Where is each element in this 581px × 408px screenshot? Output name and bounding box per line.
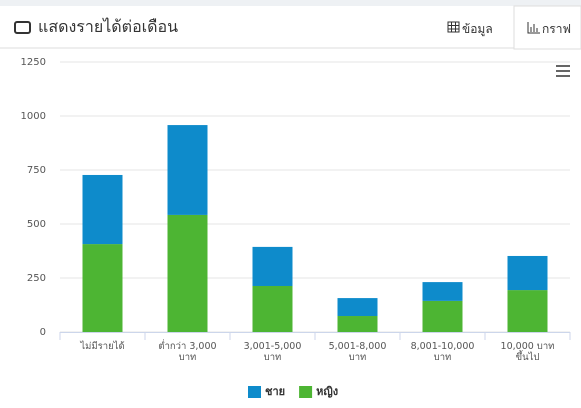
legend-swatch [248,386,261,398]
bar [507,255,548,291]
table-icon-lines [448,22,459,32]
x-tick-label: 10,000 บาทขึ้นไป [500,341,555,363]
chart-icon [527,22,540,34]
y-tick-label: 0 [40,327,46,338]
tab[interactable]: ข้อมูล [462,22,493,36]
y-tick-label: 500 [27,219,46,230]
bar [252,285,293,332]
inbox-icon [14,21,31,34]
top-strip [0,0,581,6]
bar [422,300,463,332]
y-tick-label: 250 [27,273,46,284]
y-tick-label: 1000 [21,111,46,122]
y-tick-label: 750 [27,165,46,176]
legend-label: ชาย [265,385,285,398]
legend-label: หญิง [316,385,338,398]
menu-icon[interactable] [556,65,570,77]
bar [252,246,293,286]
x-tick-label: ไม่มีรายได้ [80,341,125,352]
bar [82,174,123,245]
x-tick-label: 3,001-5,000 บาท [243,341,302,363]
active-tab[interactable] [513,5,581,50]
y-tick-label: 1250 [21,57,46,68]
legend-swatch [299,386,313,398]
x-tick-label: 8,001-10,000 บาท [410,341,475,363]
bar [507,290,548,332]
x-tick-label: ต่ำกว่า 3,000 บาท [158,341,217,363]
title: แสดงรายได้ต่อเดือน [38,17,179,36]
x-tick-label: 5,001-8,000 บาท [328,341,387,363]
tab[interactable]: กราฟ [542,22,571,36]
bar [167,214,208,332]
bar [337,298,378,317]
bar [82,244,123,332]
bar [167,125,208,215]
bar [337,316,378,332]
bar [422,282,463,301]
table-icon [447,21,460,33]
